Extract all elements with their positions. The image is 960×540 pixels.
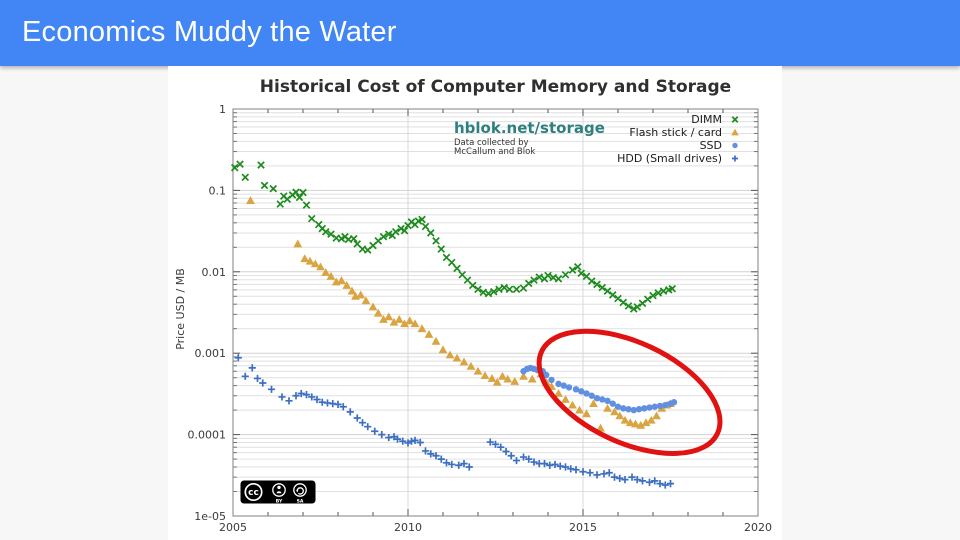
gridlines <box>233 109 758 517</box>
plot-border <box>232 108 759 517</box>
watermark-site-text: hblok.net/storage <box>454 119 605 137</box>
svg-text:2010: 2010 <box>394 521 422 534</box>
svg-text:1e-05: 1e-05 <box>194 510 226 523</box>
series-ssd <box>520 364 678 414</box>
svg-text:0.01: 0.01 <box>202 266 227 279</box>
svg-text:0.0001: 0.0001 <box>188 429 227 442</box>
annotation-ellipse <box>536 328 723 456</box>
chart-title: Historical Cost of Computer Memory and S… <box>259 77 732 97</box>
y-tick-labels: 1 0.1 0.01 0.001 0.0001 1e-05 <box>188 103 227 523</box>
watermark-credit-line1: Data collected by <box>454 138 529 148</box>
sa-label: SA <box>297 498 304 504</box>
x-tick-labels: 2005 2010 2015 2020 <box>219 521 772 534</box>
svg-text:0.001: 0.001 <box>195 347 227 360</box>
svg-text:0.1: 0.1 <box>209 184 227 197</box>
chart-watermark: hblok.net/storage Data collected by McCa… <box>454 121 605 157</box>
series-hdd-small-drives <box>234 354 675 489</box>
y-axis-label: Price USD / MB <box>174 268 187 350</box>
memory-storage-chart: 2005 2010 2015 2020 1 0.1 0.01 0.001 0.0001 1e-05… <box>188 103 773 534</box>
slide-header: Economics Muddy the Water <box>0 0 960 66</box>
watermark-credit-line2: McCallum and Blok <box>454 147 536 157</box>
chart-panel: Historical Cost of Computer Memory and S… <box>168 66 782 540</box>
slide-title: Economics Muddy the Water <box>22 16 397 48</box>
cc-letters: cc <box>248 488 259 498</box>
series-dimm <box>230 160 677 313</box>
by-label: BY <box>276 498 283 504</box>
by-icon: BY <box>272 483 286 504</box>
svg-text:DIMM: DIMM <box>691 113 722 126</box>
svg-text:2020: 2020 <box>744 521 772 534</box>
svg-text:2015: 2015 <box>569 521 597 534</box>
cc-icon: cc <box>244 482 263 502</box>
svg-text:2005: 2005 <box>219 521 247 534</box>
series-flash-stick-card <box>246 196 675 432</box>
svg-text:1: 1 <box>219 103 226 116</box>
svg-text:SSD: SSD <box>700 139 722 152</box>
svg-text:HDD (Small drives): HDD (Small drives) <box>617 152 722 165</box>
sa-icon: SA <box>293 483 307 504</box>
axis-ticks <box>232 108 759 517</box>
svg-text:Flash stick / card: Flash stick / card <box>629 126 722 139</box>
cc-by-sa-badge: cc BY SA <box>240 480 316 504</box>
